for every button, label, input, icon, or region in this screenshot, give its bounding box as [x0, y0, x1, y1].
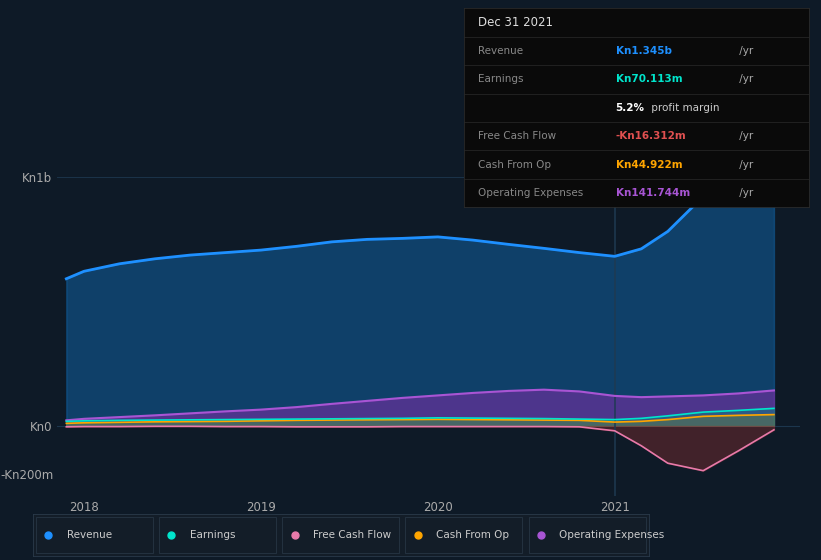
- Text: Free Cash Flow: Free Cash Flow: [478, 131, 556, 141]
- Text: Kn141.744m: Kn141.744m: [616, 188, 690, 198]
- Text: /yr: /yr: [736, 160, 754, 170]
- Text: 5.2%: 5.2%: [616, 103, 644, 113]
- Text: /yr: /yr: [736, 131, 754, 141]
- Text: -Kn200m: -Kn200m: [1, 469, 53, 482]
- Text: Free Cash Flow: Free Cash Flow: [313, 530, 391, 540]
- Text: profit margin: profit margin: [649, 103, 720, 113]
- Text: Kn44.922m: Kn44.922m: [616, 160, 682, 170]
- Text: Dec 31 2021: Dec 31 2021: [478, 16, 553, 29]
- Text: Cash From Op: Cash From Op: [436, 530, 509, 540]
- Text: Revenue: Revenue: [478, 46, 523, 56]
- Text: -Kn16.312m: -Kn16.312m: [616, 131, 686, 141]
- FancyBboxPatch shape: [529, 517, 645, 553]
- FancyBboxPatch shape: [36, 517, 153, 553]
- Text: Kn70.113m: Kn70.113m: [616, 74, 682, 85]
- FancyBboxPatch shape: [406, 517, 522, 553]
- Text: Revenue: Revenue: [67, 530, 112, 540]
- Text: /yr: /yr: [736, 46, 754, 56]
- Text: Cash From Op: Cash From Op: [478, 160, 551, 170]
- Text: Operating Expenses: Operating Expenses: [559, 530, 664, 540]
- Text: /yr: /yr: [736, 74, 754, 85]
- Text: Kn1.345b: Kn1.345b: [616, 46, 672, 56]
- FancyBboxPatch shape: [159, 517, 276, 553]
- Text: /yr: /yr: [736, 188, 754, 198]
- FancyBboxPatch shape: [282, 517, 399, 553]
- Text: Earnings: Earnings: [478, 74, 523, 85]
- Text: Operating Expenses: Operating Expenses: [478, 188, 583, 198]
- Text: Earnings: Earnings: [190, 530, 236, 540]
